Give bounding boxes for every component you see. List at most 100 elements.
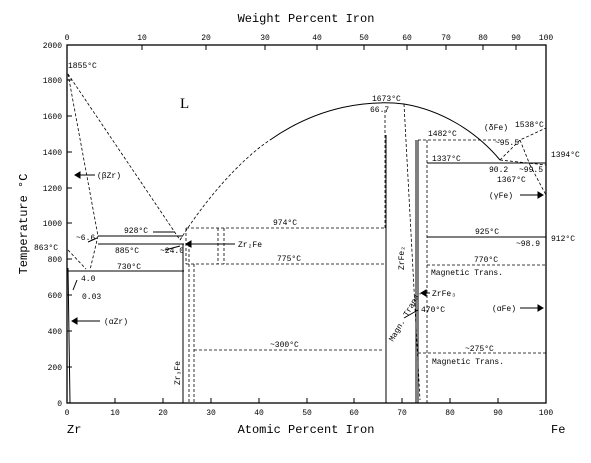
phase-gamma-fe: (γFe) (489, 192, 513, 201)
top-tick-30: 30 (260, 34, 270, 43)
left-tick-marks (67, 79, 72, 368)
bottom-tick-30: 30 (206, 409, 216, 418)
label-1394: 1394°C (551, 151, 580, 160)
top-tick-50: 50 (359, 34, 369, 43)
top-tick-90: 90 (511, 34, 521, 43)
phase-alpha-fe: (αFe) (492, 305, 516, 314)
label-1337: 1337°C (432, 155, 461, 164)
bottom-tick-marks (114, 398, 499, 403)
label-magn-trans: Magn. Trans. (388, 289, 425, 343)
left-axis-ticks: 0 200 400 600 800 1000 1200 1400 1600 18… (43, 42, 62, 409)
top-axis-title: Weight Percent Iron (238, 12, 375, 26)
label-99-5: ~99.5 (519, 166, 543, 175)
top-tick-100: 100 (539, 34, 554, 43)
phase-zr3fe: Zr₃Fe (174, 361, 183, 385)
label-974: 974°C (273, 219, 297, 228)
label-470: 470°C (421, 306, 445, 315)
bottom-tick-60: 60 (349, 409, 359, 418)
label-928: 928°C (124, 227, 148, 236)
delta-fe-boundary (499, 127, 547, 161)
label-300: ~300°C (270, 341, 299, 350)
bottom-tick-20: 20 (158, 409, 168, 418)
zr2fe-box (185, 228, 225, 264)
arrows (71, 171, 544, 325)
label-730: 730°C (117, 263, 141, 272)
bottom-axis-ticks: 0 10 20 30 40 50 60 70 80 90 100 (65, 409, 554, 418)
label-863: 863°C (34, 244, 58, 253)
phase-zrfe2: ZrFe₂ (398, 246, 407, 270)
label-0-03: 0.03 (82, 293, 101, 302)
label-1855: 1855°C (68, 62, 97, 71)
top-tick-40: 40 (312, 34, 322, 43)
top-tick-10: 10 (137, 34, 147, 43)
left-tick-400: 400 (48, 328, 63, 337)
label-770: 770°C (474, 256, 498, 265)
top-tick-60: 60 (402, 34, 412, 43)
left-tick-1200: 1200 (43, 185, 62, 194)
bottom-tick-90: 90 (493, 409, 503, 418)
gamma-fe-lines (519, 139, 547, 196)
top-tick-70: 70 (441, 34, 451, 43)
label-1482: 1482°C (428, 130, 457, 139)
phase-lines (67, 73, 547, 404)
left-tick-1800: 1800 (43, 77, 62, 86)
bottom-tick-80: 80 (445, 409, 455, 418)
alpha-zr-solvus (67, 267, 71, 404)
phase-zr2fe: Zr₂Fe (238, 241, 262, 250)
label-1673: 1673°C (372, 95, 401, 104)
gamma-fe-upper (499, 159, 547, 166)
phase-delta-fe: (δFe) (484, 124, 508, 133)
left-tick-600: 600 (48, 292, 63, 301)
phase-beta-zr: (βZr) (97, 172, 121, 181)
liquidus-zr-side (67, 73, 181, 241)
label-775: 775°C (277, 255, 301, 264)
left-tick-200: 200 (48, 364, 63, 373)
annotation-labels: 1855°C 1673°C 66.7 1482°C 1538°C 1394°C … (34, 62, 580, 367)
left-tick-1400: 1400 (43, 149, 62, 158)
element-zr: Zr (67, 423, 81, 437)
top-tick-20: 20 (201, 34, 211, 43)
label-90-2: 90.2 (489, 166, 508, 175)
beta-zr-lower (89, 235, 99, 271)
label-magnetic-1: Magnetic Trans. (431, 269, 503, 278)
bottom-tick-0: 0 (65, 409, 70, 418)
top-tick-80: 80 (478, 34, 488, 43)
label-885: 885°C (115, 247, 139, 256)
label-98-9: ~98.9 (516, 240, 540, 249)
liquidus-dome (179, 139, 271, 241)
top-axis-ticks: 0 10 20 30 40 50 60 70 80 90 100 (65, 34, 554, 43)
label-1367: 1367°C (497, 176, 526, 185)
left-tick-1000: 1000 (43, 220, 62, 229)
left-tick-800: 800 (48, 256, 63, 265)
zrfe2-liquidus (384, 103, 421, 401)
bottom-axis-title: Atomic Percent Iron (238, 423, 375, 437)
label-925: 925°C (475, 228, 499, 237)
label-912: 912°C (551, 235, 575, 244)
label-275: ~275°C (465, 345, 494, 354)
label-24-0: ~24.0 (160, 247, 184, 256)
label-4-0: 4.0 (81, 275, 96, 284)
bottom-tick-10: 10 (110, 409, 120, 418)
phase-zrfe3: ZrFe₃ (432, 290, 456, 299)
label-66-7: 66.7 (370, 106, 389, 115)
bottom-tick-40: 40 (254, 409, 264, 418)
left-axis-title: Temperature °C (17, 174, 31, 275)
label-magnetic-2: Magnetic Trans. (432, 358, 504, 367)
top-tick-0: 0 (65, 34, 70, 43)
left-tick-2000: 2000 (43, 42, 62, 51)
bottom-tick-100: 100 (539, 409, 554, 418)
beta-alpha-boundary (67, 249, 87, 270)
phase-alpha-zr: (αZr) (104, 318, 128, 327)
label-6-6: ~6.6 (76, 234, 95, 243)
bottom-tick-70: 70 (397, 409, 407, 418)
liquidus-dome-solid (269, 102, 501, 161)
label-1538: 1538°C (515, 121, 544, 130)
bottom-tick-50: 50 (302, 409, 312, 418)
label-95-5: ~95.5 (495, 139, 519, 148)
left-tick-0: 0 (57, 400, 62, 409)
left-tick-1600: 1600 (43, 113, 62, 122)
phase-liquid: L (180, 96, 189, 112)
solidus-beta-zr (67, 73, 99, 237)
top-tick-marks (141, 45, 517, 50)
